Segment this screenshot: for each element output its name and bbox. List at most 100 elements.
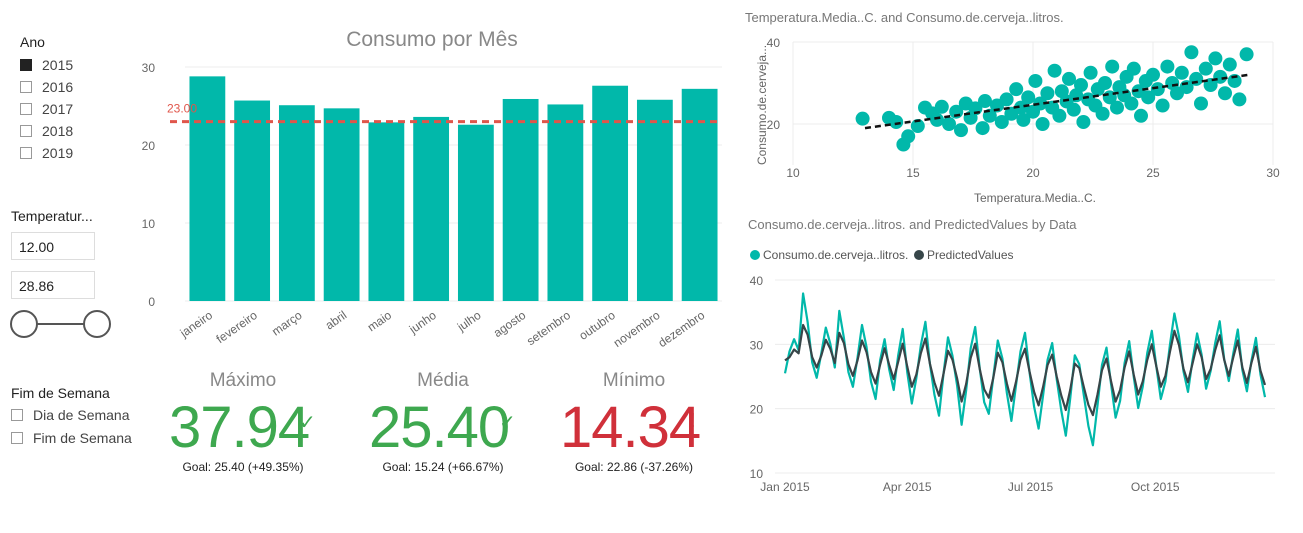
temperature-slider-max-handle[interactable] <box>83 310 111 338</box>
scatter-x-axis-label: Temperatura.Media..C. <box>974 191 1096 205</box>
scatter-point[interactable] <box>1155 98 1170 113</box>
scatter-point[interactable] <box>1227 73 1242 88</box>
kpi-title: Média <box>417 370 469 391</box>
scatter-point[interactable] <box>1141 90 1156 105</box>
kpi-title: Máximo <box>209 370 277 391</box>
scatter-point[interactable] <box>1066 102 1081 117</box>
scatter-point[interactable] <box>1232 92 1247 107</box>
bar[interactable] <box>502 98 539 301</box>
bar-chart-title: Consumo por Mês <box>346 28 518 51</box>
bar[interactable] <box>323 108 360 301</box>
scatter-point[interactable] <box>1239 47 1254 62</box>
checkbox-icon[interactable] <box>20 125 32 137</box>
series-line[interactable] <box>784 323 1267 417</box>
bar[interactable] <box>368 122 405 301</box>
scatter-point[interactable] <box>889 114 904 129</box>
scatter-point[interactable] <box>978 94 992 109</box>
y-tick-label: 30 <box>142 61 156 75</box>
weekend-option[interactable]: Dia de Semana <box>11 405 130 425</box>
checkbox-icon[interactable] <box>20 59 32 71</box>
scatter-point[interactable] <box>1016 112 1031 127</box>
year-option-2016[interactable]: 2016 <box>20 77 73 97</box>
scatter-point[interactable] <box>1146 67 1160 82</box>
bar[interactable] <box>234 100 271 301</box>
bar[interactable] <box>413 116 450 301</box>
scatter-point[interactable] <box>1222 57 1237 72</box>
scatter-y-axis-label: Consumo.de.cerveja... <box>755 45 769 165</box>
year-option-label: 2016 <box>42 79 74 95</box>
scatter-point[interactable] <box>1074 78 1088 93</box>
series-line[interactable] <box>783 292 1267 447</box>
temperature-slider-track[interactable] <box>24 323 96 325</box>
temperature-max-input[interactable]: 28.86 <box>11 271 95 299</box>
scatter-point[interactable] <box>954 123 968 138</box>
weekend-slicer-title: Fim de Semana <box>11 385 110 401</box>
year-option-2017[interactable]: 2017 <box>20 99 73 119</box>
temperature-min-input[interactable]: 12.00 <box>11 232 95 260</box>
scatter-point[interactable] <box>1124 96 1139 111</box>
scatter-point[interactable] <box>1198 61 1213 76</box>
scatter-point[interactable] <box>1126 61 1141 76</box>
scatter-point[interactable] <box>1174 65 1189 80</box>
weekend-option[interactable]: Fim de Semana <box>11 428 132 448</box>
scatter-point[interactable] <box>942 117 956 131</box>
scatter-point[interactable] <box>1062 71 1076 86</box>
x-tick-label: 10 <box>786 166 800 180</box>
bar[interactable] <box>636 99 673 301</box>
kpi-title: Mínimo <box>602 370 666 391</box>
bar[interactable] <box>592 85 629 301</box>
scatter-point[interactable] <box>1194 96 1208 111</box>
x-tick-label: Apr 2015 <box>883 480 932 494</box>
scatter-point[interactable] <box>1150 82 1165 97</box>
scatter-point[interactable] <box>1014 100 1028 115</box>
year-option-2018[interactable]: 2018 <box>20 121 73 141</box>
x-tick-label: janeiro <box>177 308 216 341</box>
scatter-point[interactable] <box>1189 71 1204 86</box>
year-option-2019[interactable]: 2019 <box>20 143 73 163</box>
scatter-point[interactable] <box>1110 100 1124 115</box>
scatter-point[interactable] <box>1052 108 1067 123</box>
checkbox-icon[interactable] <box>20 147 32 159</box>
x-tick-label: Oct 2015 <box>1131 480 1180 494</box>
scatter-point[interactable] <box>1184 45 1199 60</box>
scatter-point[interactable] <box>1047 63 1062 78</box>
consumption-predicted-line-chart: Consumo.de.cerveja..litros. and Predicte… <box>748 217 1275 494</box>
scatter-point[interactable] <box>1009 82 1024 97</box>
scatter-point[interactable] <box>1105 59 1120 74</box>
scatter-point[interactable] <box>975 121 990 136</box>
scatter-point[interactable] <box>1083 65 1098 80</box>
scatter-point[interactable] <box>1160 59 1175 74</box>
checkbox-icon[interactable] <box>20 81 32 93</box>
bar[interactable] <box>681 88 718 301</box>
scatter-point[interactable] <box>1021 90 1036 105</box>
checkbox-icon[interactable] <box>20 103 32 115</box>
scatter-point[interactable] <box>930 112 944 127</box>
scatter-point[interactable] <box>901 129 916 144</box>
bar[interactable] <box>457 124 494 301</box>
scatter-point[interactable] <box>1076 114 1091 129</box>
scatter-point[interactable] <box>910 119 925 134</box>
checkbox-icon[interactable] <box>11 409 23 421</box>
bar[interactable] <box>547 104 584 301</box>
scatter-point[interactable] <box>1134 108 1148 123</box>
temperature-slider-min-handle[interactable] <box>10 310 38 338</box>
scatter-point[interactable] <box>1040 86 1055 101</box>
scatter-point[interactable] <box>1028 73 1043 88</box>
year-option-2015[interactable]: 2015 <box>20 55 73 75</box>
temperature-consumption-scatter: Temperatura.Media..C. and Consumo.de.cer… <box>745 10 1280 205</box>
scatter-point[interactable] <box>1035 117 1050 131</box>
bar[interactable] <box>278 105 315 301</box>
scatter-point[interactable] <box>1033 96 1048 111</box>
scatter-point[interactable] <box>994 114 1009 129</box>
scatter-point[interactable] <box>1213 69 1228 84</box>
scatter-point[interactable] <box>1208 51 1223 66</box>
scatter-point[interactable] <box>1095 106 1110 121</box>
checkbox-icon[interactable] <box>11 432 23 444</box>
bar[interactable] <box>189 76 226 301</box>
scatter-point[interactable] <box>1098 76 1112 90</box>
weekend-option-label: Fim de Semana <box>33 430 132 446</box>
scatter-point[interactable] <box>999 92 1014 107</box>
scatter-point[interactable] <box>855 111 870 126</box>
scatter-point[interactable] <box>934 99 949 114</box>
scatter-point[interactable] <box>1218 86 1232 101</box>
